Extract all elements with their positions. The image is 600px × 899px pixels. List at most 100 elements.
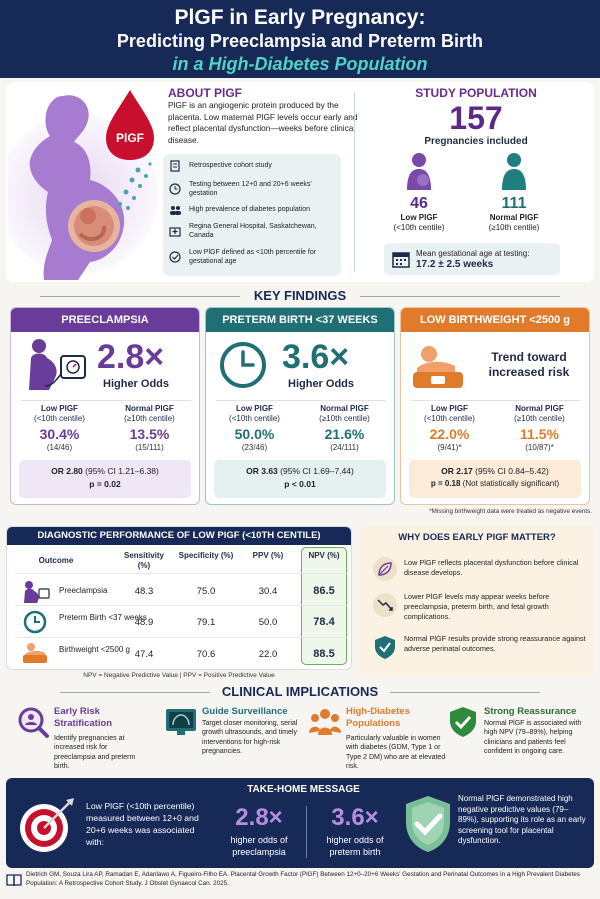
odds-ratio: OR 2.17 bbox=[441, 466, 473, 476]
odds-value: 3.6× bbox=[282, 338, 350, 376]
take-home-left-text: Low PlGF (<10th percentile) measured bet… bbox=[86, 801, 199, 847]
clinical-item-text: Identify pregnancies at increased risk f… bbox=[54, 735, 136, 771]
row-divider bbox=[15, 637, 347, 638]
odds-label: Higher Odds bbox=[103, 378, 170, 390]
heading-rule bbox=[390, 692, 540, 693]
clinical-item-title: Early Risk Stratification bbox=[54, 706, 113, 729]
ppv-value: 50.0 bbox=[258, 617, 278, 628]
ga-value: 17.2 ± 2.5 weeks bbox=[416, 259, 494, 270]
clinical-item-title: Strong Reassurance bbox=[484, 706, 577, 717]
total-label: Pregnancies included bbox=[424, 136, 528, 147]
trend-label: Trend toward increased risk bbox=[488, 350, 570, 379]
detail-item: Regina General Hospital, Saskatchewan, C… bbox=[169, 222, 337, 240]
take-home-caption-1: higher odds of preeclampsia bbox=[230, 835, 288, 857]
why-heading: WHY DOES EARLY PlGF MATTER? bbox=[398, 532, 556, 543]
outcome-label: Preeclampsia bbox=[59, 586, 108, 595]
title-line-2: Predicting Preeclampsia and Preterm Birt… bbox=[116, 31, 484, 51]
ultrasound-monitor-icon bbox=[166, 709, 196, 735]
study-population-heading: STUDY POPULATION bbox=[415, 86, 537, 100]
heading-rule bbox=[40, 296, 240, 297]
low-plgf-stats: Low PlGF (<10th centile) 22.0% (9/41)* bbox=[424, 404, 475, 452]
odds-label: Higher Odds bbox=[288, 378, 355, 390]
target-icon bbox=[20, 798, 74, 852]
book-icon bbox=[6, 874, 22, 887]
confidence-interval: (95% CI 1.21–6.38) bbox=[82, 466, 159, 476]
detail-item: Testing between 12+0 and 20+6 weeks' ges… bbox=[169, 180, 337, 198]
odds-ratio-box: OR 2.17 (95% CI 0.84–5.42) p = 0.18 (Not… bbox=[409, 460, 581, 498]
clock-icon bbox=[220, 342, 266, 388]
total-count: 157 bbox=[449, 100, 503, 136]
odds-ratio-box: OR 2.80 (95% CI 1.21–6.38) p = 0.02 bbox=[19, 460, 191, 498]
npv-value: 86.5 bbox=[313, 585, 335, 597]
clinical-implications-heading: CLINICAL IMPLICATIONS bbox=[221, 684, 379, 699]
shield-check-icon bbox=[450, 707, 476, 737]
finding-card-preeclampsia: PREECLAMPSIA 2.8× Higher Odds Low PlGF (… bbox=[10, 307, 200, 505]
card-divider bbox=[411, 400, 581, 401]
baby-scale-icon bbox=[23, 643, 47, 663]
divider bbox=[354, 92, 355, 272]
clock-icon bbox=[169, 183, 181, 195]
col-header-outcome: Outcome bbox=[38, 556, 74, 565]
odds-value: 2.8× bbox=[97, 338, 165, 376]
leaf-icon bbox=[373, 557, 397, 581]
missing-data-note: *Missing birthweight data were treated a… bbox=[429, 508, 592, 515]
detail-item: Low PlGF defined as <10th percentile for… bbox=[169, 248, 337, 266]
specificity-value: 70.6 bbox=[196, 649, 216, 660]
about-heading: ABOUT PlGF bbox=[168, 86, 242, 100]
why-item: Low PlGF reflects placental dysfunction … bbox=[404, 558, 579, 577]
why-item: Lower PlGF levels may appear weeks befor… bbox=[404, 592, 550, 621]
take-home-heading: TAKE-HOME MESSAGE bbox=[247, 784, 360, 795]
normal-plgf-person-icon bbox=[502, 153, 526, 190]
npv-highlight bbox=[301, 547, 347, 665]
ppv-value: 30.4 bbox=[258, 586, 278, 597]
study-details-box: Retrospective cohort study Testing betwe… bbox=[163, 154, 341, 276]
odds-ratio: OR 2.80 bbox=[51, 466, 83, 476]
clock-icon bbox=[23, 610, 47, 634]
outcome-label: Preterm Birth <37 weeks bbox=[59, 613, 147, 622]
confidence-interval: (95% CI 1.69–7.44) bbox=[277, 466, 354, 476]
clinical-item-strong-reassurance: Strong Reassurance Normal PlGF is associ… bbox=[442, 703, 594, 775]
title-line-3: in a High-Diabetes Population bbox=[172, 54, 428, 74]
npv-value: 88.5 bbox=[313, 648, 335, 660]
shield-check-icon bbox=[375, 636, 395, 659]
header-banner: PlGF in Early Pregnancy: Predicting Pree… bbox=[0, 0, 600, 78]
sensitivity-value: 47.4 bbox=[134, 649, 154, 660]
col-header-ppv: PPV (%) bbox=[252, 551, 284, 560]
diagnostic-table: DIAGNOSTIC PERFORMANCE OF LOW PlGF (<10T… bbox=[6, 526, 352, 670]
diagnostic-title: DIAGNOSTIC PERFORMANCE OF LOW PlGF (<10T… bbox=[7, 527, 351, 545]
abbreviation-note: NPV = Negative Predictive Value | PPV = … bbox=[83, 672, 275, 679]
col-header-npv: NPV (%) bbox=[308, 551, 340, 560]
people-icon bbox=[169, 204, 181, 216]
low-plgf-group: 46 Low PlGF (<10th centile) bbox=[393, 195, 445, 232]
take-home-banner: Low PlGF (<10th percentile) measured bet… bbox=[6, 778, 594, 868]
citation: Dietrich GM, Souza Lira AP, Ramadan E, A… bbox=[26, 871, 580, 887]
finding-card-low-birthweight: LOW BIRTHWEIGHT <2500 g Trend toward inc… bbox=[400, 307, 590, 505]
odds-ratio-box: OR 3.63 (95% CI 1.69–7.44) p < 0.01 bbox=[214, 460, 386, 498]
magnifier-person-icon bbox=[18, 707, 49, 738]
normal-plgf-stats: Normal PlGF (≥10th centile) 11.5% (10/87… bbox=[514, 404, 565, 452]
detail-item: Retrospective cohort study bbox=[169, 160, 337, 172]
pregnant-bp-icon bbox=[29, 339, 86, 390]
low-plgf-stats: Low PlGF (<10th centile) 30.4% (14/46) bbox=[34, 404, 85, 452]
checkmark-circle-icon bbox=[169, 251, 181, 263]
row-divider bbox=[15, 605, 347, 606]
why-item: Normal PlGF results provide strong reass… bbox=[404, 634, 586, 653]
clinical-item-text: Normal PlGF is associated with high NPV … bbox=[484, 720, 582, 756]
card-title: LOW BIRTHWEIGHT <2500 g bbox=[401, 308, 589, 332]
normal-plgf-stats: Normal PlGF (≥10th centile) 21.6% (24/11… bbox=[319, 404, 370, 452]
low-plgf-person-icon bbox=[407, 153, 431, 190]
why-plgf-matters-box: WHY DOES EARLY PlGF MATTER? Low PlGF ref… bbox=[360, 526, 594, 676]
p-value: p = 0.02 bbox=[89, 479, 121, 489]
key-findings-heading: KEY FINDINGS bbox=[253, 288, 347, 303]
normal-plgf-stats: Normal PlGF (≥10th centile) 13.5% (15/11… bbox=[124, 404, 175, 452]
col-header-specificity: Specificity (%) bbox=[178, 551, 234, 560]
clinical-item-guide-surveillance: Guide Surveillance Target closer monitor… bbox=[160, 703, 304, 775]
take-home-right-text: Normal PlGF demonstrated high negative p… bbox=[458, 794, 586, 846]
divider bbox=[306, 806, 307, 858]
clipboard-icon bbox=[169, 160, 181, 172]
odds-ratio: OR 3.63 bbox=[246, 466, 278, 476]
title-line-1: PlGF in Early Pregnancy: bbox=[174, 6, 426, 29]
shield-check-icon bbox=[406, 796, 450, 852]
about-text: PlGF is an angiogenic protein produced b… bbox=[168, 100, 358, 145]
clinical-item-title: Guide Surveillance bbox=[202, 706, 288, 717]
